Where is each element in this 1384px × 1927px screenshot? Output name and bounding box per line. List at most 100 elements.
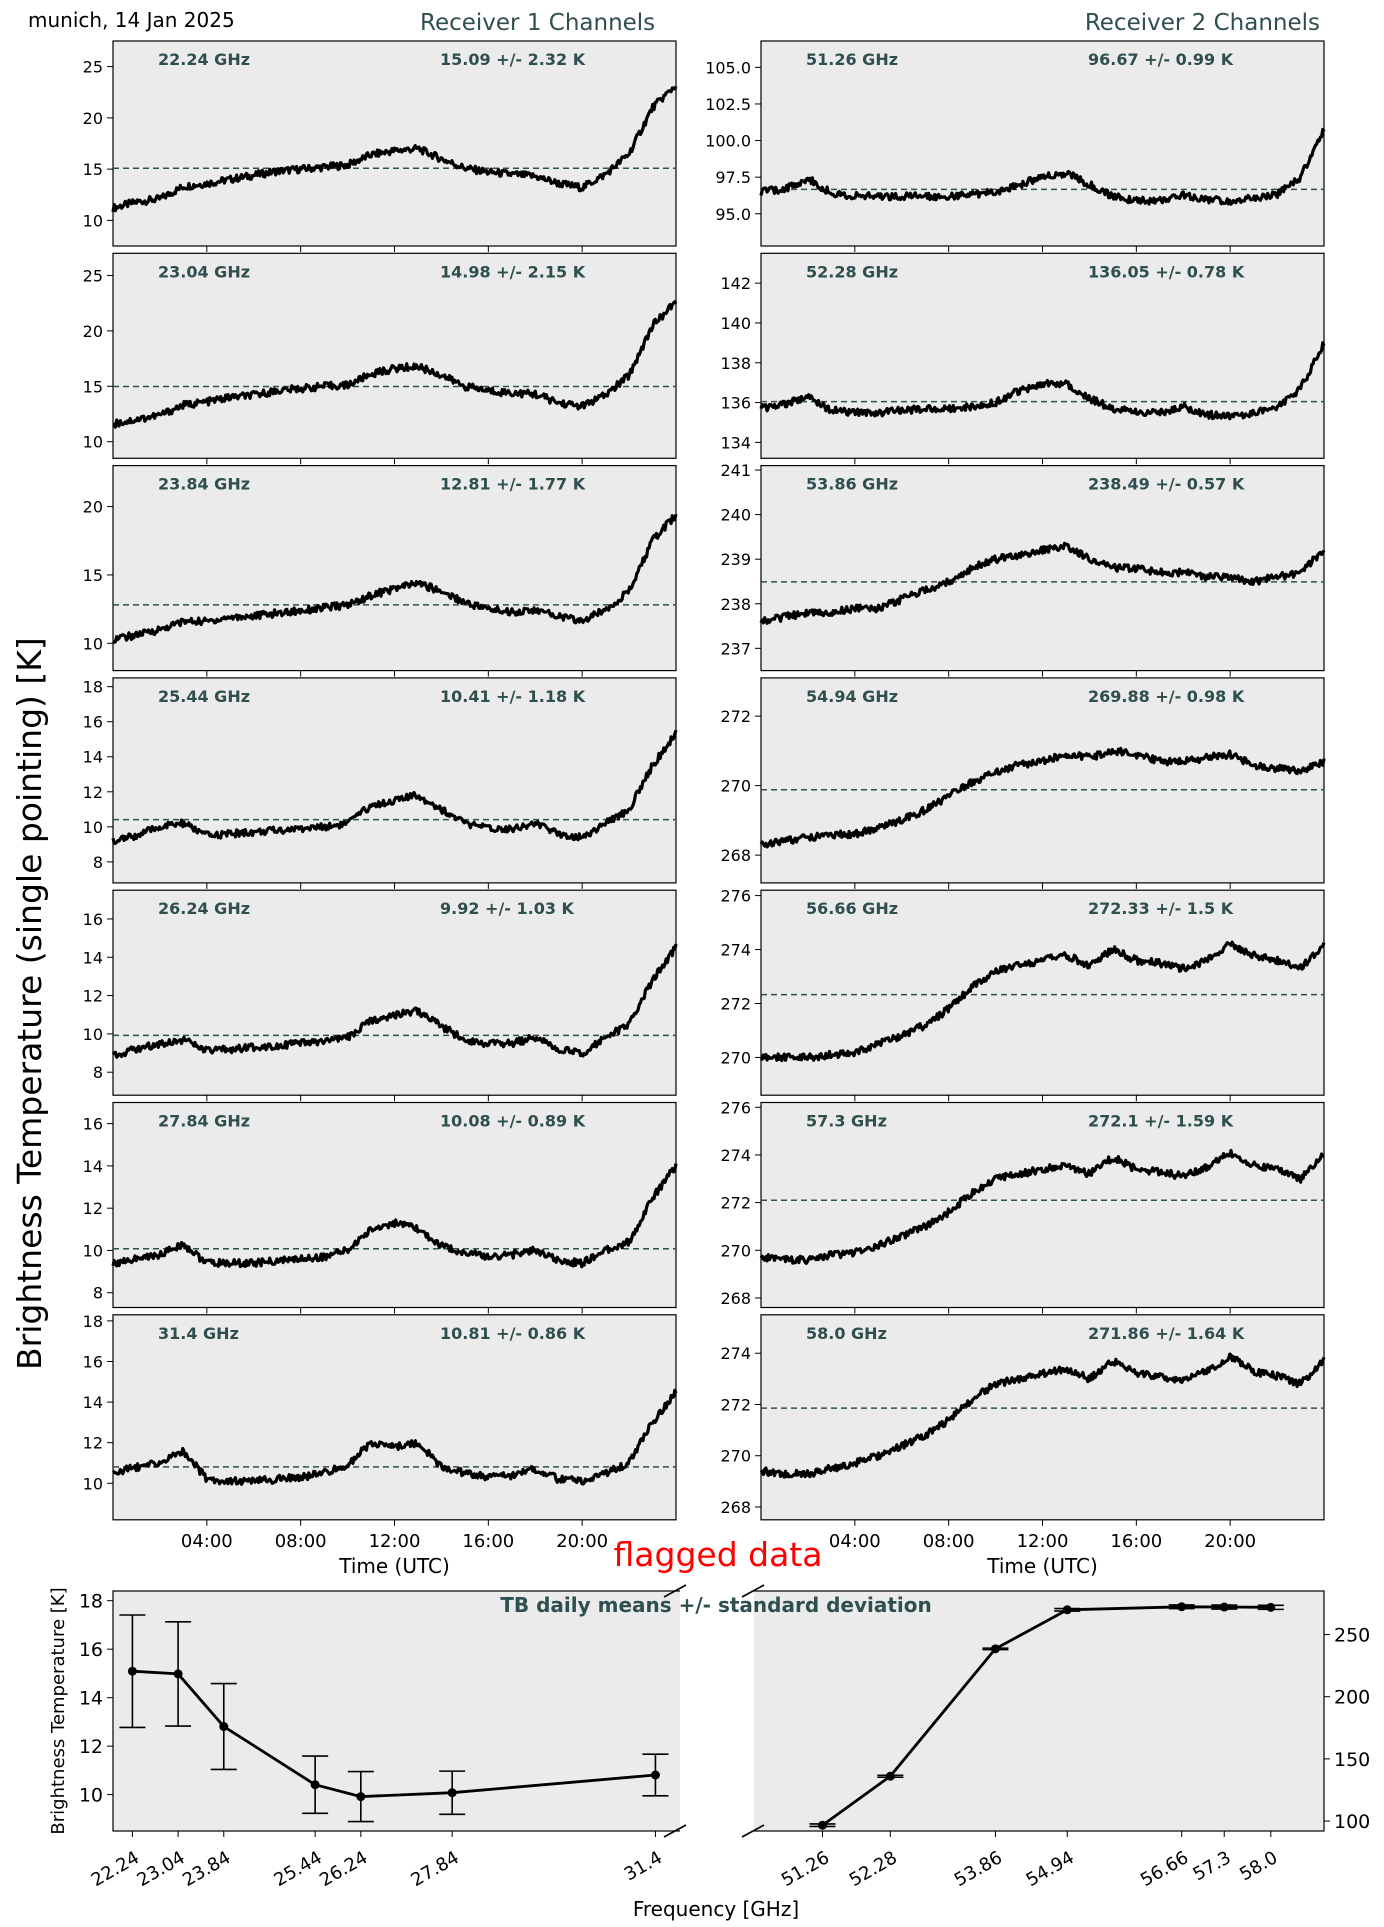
y-tick-label: 12 [83, 987, 103, 1006]
panel-57_3-GHz: 268 270 272 274 276 57.3 GHz 272.1 +/- 1.59 K [720, 1098, 1325, 1314]
channel-stat-label: 14.98 +/- 2.15 K [440, 262, 586, 281]
y-tick-label: 270 [720, 777, 751, 796]
time-tick-label: 12:00 [369, 1531, 421, 1552]
location-date-label: munich, 14 Jan 2025 [28, 8, 235, 32]
errorbar-31.4 [642, 1753, 669, 1797]
daily-mean-point [885, 1771, 895, 1781]
panel-background [760, 889, 1325, 1096]
panel-background [112, 677, 677, 884]
tb-trace [759, 541, 1326, 625]
time-axis-label: Time (UTC) [986, 1554, 1098, 1578]
right-y-tick-label: 150 [1334, 1749, 1370, 1771]
channel-stat-label: 10.41 +/- 1.18 K [440, 687, 586, 706]
time-tick-label: 20:00 [556, 1531, 608, 1552]
tb-trace [759, 1148, 1325, 1265]
y-tick-label: 20 [83, 498, 103, 517]
y-tick-label: 25 [83, 266, 103, 285]
errorbar-27.84 [439, 1770, 466, 1816]
y-tick-label: 134 [720, 433, 751, 452]
receiver1-title: Receiver 1 Channels [420, 10, 656, 36]
time-tick-label: 08:00 [923, 1531, 975, 1552]
time-axis-label: Time (UTC) [338, 1554, 450, 1578]
errorbar-25.44 [302, 1755, 329, 1815]
tb-trace [112, 300, 678, 429]
panel-background [112, 252, 677, 459]
daily-mean-point [1219, 1602, 1229, 1612]
frequency-tick-label: 25.44 [271, 1847, 326, 1891]
channel-stat-label: 15.09 +/- 2.32 K [440, 50, 586, 69]
frequency-tick-label: 22.24 [88, 1847, 143, 1891]
panel-background [112, 1101, 677, 1309]
panel-background [112, 465, 677, 672]
frequency-tick-label: 54.94 [1023, 1847, 1078, 1891]
channel-label: 53.86 GHz [806, 475, 898, 494]
y-tick-label: 270 [720, 1048, 751, 1067]
daily-mean-point [173, 1669, 183, 1679]
y-tick-label: 272 [720, 707, 751, 726]
y-tick-label: 237 [720, 639, 751, 658]
daily-mean-point [1266, 1602, 1276, 1612]
y-tick-label: 12 [83, 1199, 103, 1218]
panel-background [760, 1314, 1325, 1521]
axis-break-mark [741, 1824, 765, 1838]
tb-trace [759, 341, 1326, 421]
panel-background [760, 677, 1325, 884]
frequency-tick-label: 52.28 [846, 1847, 901, 1891]
channel-stat-label: 272.33 +/- 1.5 K [1088, 899, 1234, 918]
panel-23_04-GHz: 10 15 20 25 23.04 GHz 14.98 +/- 2.15 K [83, 252, 678, 465]
y-tick-label: 15 [83, 160, 103, 179]
y-tick-label: 239 [720, 550, 751, 569]
channel-stat-label: 136.05 +/- 0.78 K [1088, 262, 1245, 281]
panel-background [112, 1314, 677, 1521]
y-tick-label: 20 [83, 109, 103, 128]
channel-stat-label: 269.88 +/- 0.98 K [1088, 687, 1245, 706]
channel-label: 54.94 GHz [806, 687, 898, 706]
y-tick-label: 238 [720, 595, 751, 614]
daily-mean-point [1177, 1602, 1187, 1612]
channel-label: 57.3 GHz [806, 1112, 887, 1131]
channel-stat-label: 238.49 +/- 0.57 K [1088, 475, 1245, 494]
y-tick-label: 140 [720, 314, 751, 333]
y-tick-label: 100.0 [705, 132, 751, 151]
frequency-tick-label: 57.3 [1190, 1847, 1235, 1885]
frequency-tick-label: 56.66 [1137, 1847, 1192, 1891]
y-tick-label: 10 [83, 818, 103, 837]
y-tick-label: 95.0 [715, 205, 751, 224]
frequency-tick-label: 31.4 [621, 1847, 666, 1885]
channel-label: 51.26 GHz [806, 50, 898, 69]
left-y-tick-label: 18 [79, 1591, 103, 1613]
axis-break-mark [663, 1584, 687, 1598]
tb-trace [759, 127, 1326, 206]
daily-means-title: TB daily means +/- standard deviation [500, 1593, 932, 1617]
errorbar-22.24 [119, 1614, 146, 1729]
left-y-tick-label: 12 [79, 1736, 103, 1758]
channel-label: 52.28 GHz [806, 262, 898, 281]
channel-label: 56.66 GHz [806, 899, 898, 918]
tb-trace [111, 85, 678, 213]
flagged-data-annotation: flagged data [614, 1535, 823, 1574]
channel-label: 25.44 GHz [158, 687, 250, 706]
y-tick-label: 8 [93, 1284, 103, 1303]
y-tick-label: 105.0 [705, 58, 751, 77]
channel-label: 27.84 GHz [158, 1112, 250, 1131]
errorbar-23.04 [165, 1620, 192, 1727]
y-tick-label: 274 [720, 1146, 751, 1165]
daily-mean-point [1062, 1605, 1072, 1615]
frequency-axis-label: Frequency [GHz] [633, 1897, 799, 1921]
y-tick-label: 240 [720, 506, 751, 525]
tb-trace [759, 746, 1326, 849]
panel-26_24-GHz: 8 10 12 14 16 26.24 GHz 9.92 +/- 1.03 K [83, 889, 678, 1102]
y-tick-label: 16 [83, 1115, 103, 1134]
left-y-tick-label: 14 [79, 1688, 103, 1710]
y-tick-label: 241 [720, 461, 751, 480]
time-tick-label: 16:00 [462, 1531, 514, 1552]
time-tick-label: 20:00 [1204, 1531, 1256, 1552]
daily-mean-point [990, 1644, 1000, 1654]
left-y-tick-label: 10 [79, 1785, 103, 1807]
y-tick-label: 15 [83, 566, 103, 585]
panel-23_84-GHz: 10 15 20 23.84 GHz 12.81 +/- 1.77 K [83, 465, 678, 677]
y-tick-label: 268 [720, 1289, 751, 1308]
channel-stat-label: 9.92 +/- 1.03 K [440, 899, 575, 918]
channel-stat-label: 96.67 +/- 0.99 K [1088, 50, 1234, 69]
